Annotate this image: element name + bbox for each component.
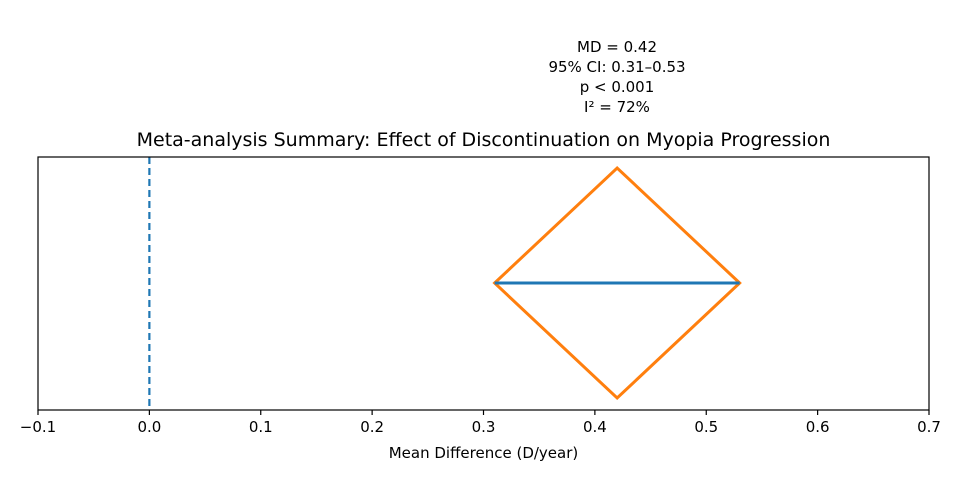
annotation-line-p: p < 0.001 — [580, 78, 655, 96]
plot-area — [37, 156, 930, 411]
plot-frame — [37, 156, 930, 411]
x-tick-label: 0.3 — [472, 418, 496, 436]
x-tick-label: −0.1 — [20, 418, 56, 436]
x-tick-label: 0.1 — [249, 418, 273, 436]
x-tick-label: 0.6 — [806, 418, 830, 436]
annotation-line-md: MD = 0.42 — [577, 38, 657, 56]
x-axis: −0.1 0.0 0.1 0.2 0.3 0.4 0.5 0.6 0.7 — [20, 410, 941, 436]
x-tick-label: 0.7 — [917, 418, 941, 436]
x-tick-label: 0.4 — [583, 418, 607, 436]
x-tick-label: 0.2 — [360, 418, 384, 436]
annotation-line-i2: I² = 72% — [584, 98, 650, 116]
annotation-line-ci: 95% CI: 0.31–0.53 — [548, 58, 685, 76]
x-axis-label: Mean Difference (D/year) — [389, 444, 579, 462]
chart-title: Meta-analysis Summary: Effect of Discont… — [137, 129, 831, 151]
x-tick-label: 0.0 — [137, 418, 161, 436]
annotation-block: MD = 0.42 95% CI: 0.31–0.53 p < 0.001 I²… — [548, 38, 685, 116]
x-tick-label: 0.5 — [694, 418, 718, 436]
